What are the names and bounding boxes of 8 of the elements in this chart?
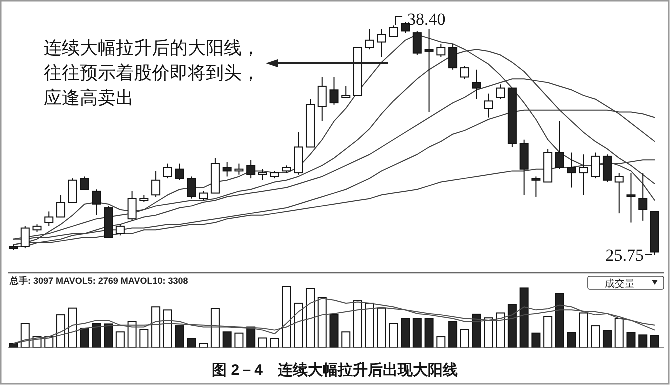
- text: 总手: 3097 MAVOL5: 2769 MAVOL10: 3308: [9, 276, 188, 286]
- annotation: 成交量: [605, 278, 635, 290]
- annotation: 往往预示着股价即将到头，: [44, 63, 260, 83]
- annotation: 38.40: [408, 10, 446, 29]
- annotation: 应逢高卖出: [44, 88, 134, 108]
- annotation: 连续大幅拉升后的大阳线，: [44, 38, 260, 58]
- text: 图 2－4 连续大幅拉升后出现大阳线: [212, 362, 458, 379]
- annotation: 25.75: [606, 246, 644, 265]
